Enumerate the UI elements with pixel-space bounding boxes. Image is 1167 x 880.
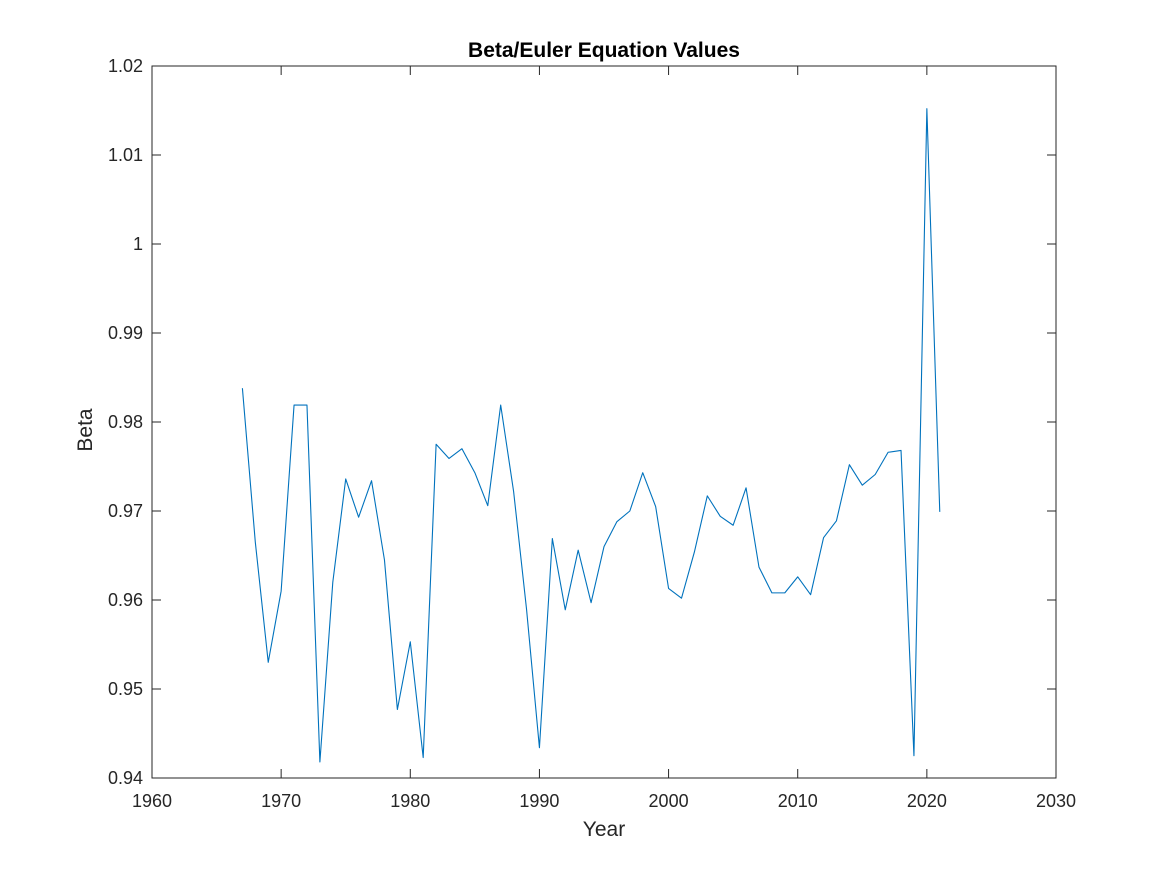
x-tick-label: 2020 xyxy=(907,791,947,811)
beta-series-line xyxy=(241,108,941,763)
y-tick-label: 0.94 xyxy=(108,768,143,788)
x-tick-label: 2000 xyxy=(649,791,689,811)
chart-title: Beta/Euler Equation Values xyxy=(468,39,740,62)
x-tick-label: 2030 xyxy=(1036,791,1076,811)
y-tick-label: 1.02 xyxy=(108,56,143,76)
y-tick-label: 0.98 xyxy=(108,412,143,432)
y-tick-label: 1 xyxy=(133,234,143,254)
y-tick-label: 0.99 xyxy=(108,323,143,343)
y-tick-label: 0.97 xyxy=(108,501,143,521)
x-axis-label: Year xyxy=(583,818,625,841)
y-tick-label: 0.96 xyxy=(108,590,143,610)
y-tick-label: 0.95 xyxy=(108,679,143,699)
x-tick-label: 1960 xyxy=(132,791,172,811)
x-tick-label: 1970 xyxy=(261,791,301,811)
plot-area xyxy=(152,66,1056,778)
x-tick-label: 1990 xyxy=(519,791,559,811)
tick-labels: 1960 1970 1980 1990 2000 2010 2020 2030 0.94 0.95… xyxy=(108,56,1076,811)
y-axis-label: Beta xyxy=(74,408,97,452)
x-tick-label: 2010 xyxy=(778,791,818,811)
x-tick-label: 1980 xyxy=(390,791,430,811)
y-tick-label: 1.01 xyxy=(108,145,143,165)
axes-box xyxy=(151,65,1057,779)
